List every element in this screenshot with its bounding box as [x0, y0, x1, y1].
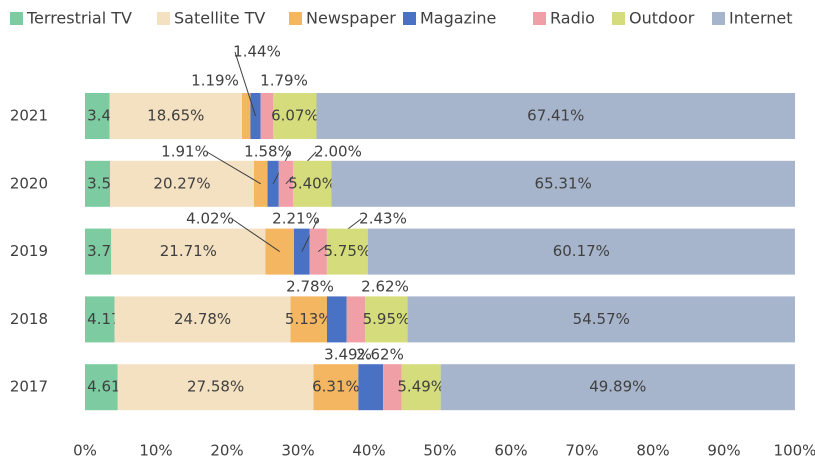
bar-segment	[331, 160, 795, 207]
data-label: 21.71%	[160, 242, 217, 260]
x-tick-label: 100%	[774, 442, 815, 460]
x-tick-label: 10%	[139, 442, 172, 460]
data-label: 2.62%	[361, 278, 409, 296]
y-tick-label: 2019	[10, 242, 48, 260]
data-label: 3.49%	[324, 346, 372, 364]
data-label: 2.62%	[356, 346, 404, 364]
bar-segment	[358, 364, 384, 411]
y-tick-label: 2020	[10, 174, 48, 192]
leader-line	[231, 218, 280, 253]
x-tick-label: 60%	[494, 442, 527, 460]
data-label: 6.07%	[271, 107, 319, 125]
data-label: 20.27%	[153, 174, 210, 192]
bar-segment	[117, 364, 314, 411]
data-label: 5.95%	[363, 310, 411, 328]
x-tick-label: 90%	[707, 442, 740, 460]
bar-segment	[326, 228, 368, 275]
bar-segment	[109, 93, 242, 139]
legend-swatch	[157, 12, 170, 25]
bar-segment	[85, 93, 110, 139]
bar-segment	[85, 364, 118, 411]
data-label: 5.49%	[397, 378, 445, 396]
bar-segment	[326, 296, 347, 343]
bar-segment	[365, 296, 408, 343]
legend-label: Satellite TV	[174, 9, 265, 28]
legend-swatch	[10, 12, 23, 25]
x-tick-label: 20%	[210, 442, 243, 460]
y-tick-label: 2021	[10, 107, 48, 125]
data-label: 27.58%	[187, 378, 244, 396]
bar-segment	[241, 93, 251, 139]
legend-label: Internet	[729, 9, 793, 28]
leader-line	[206, 151, 262, 185]
legend-label: Outdoor	[629, 9, 695, 28]
bar-segment	[114, 296, 291, 343]
data-label: 5.40%	[288, 174, 336, 192]
bar-segment	[85, 228, 112, 275]
data-label: 1.79%	[260, 72, 308, 90]
data-label: 4.02%	[186, 210, 234, 228]
data-label: 2.00%	[314, 143, 362, 161]
bar-segment	[85, 160, 111, 207]
bar-segment	[367, 228, 795, 275]
bar-segment	[313, 364, 359, 411]
data-label: 60.17%	[553, 242, 610, 260]
x-tick-label: 40%	[352, 442, 385, 460]
bar-segment	[290, 296, 327, 343]
bar-segment	[440, 364, 795, 411]
data-label: 1.91%	[161, 143, 209, 161]
data-label: 2.43%	[359, 210, 407, 228]
legend-swatch	[403, 12, 416, 25]
data-label: 65.31%	[535, 174, 592, 192]
x-tick-label: 0%	[73, 442, 97, 460]
bar-segment	[85, 296, 115, 343]
data-label: 2.21%	[272, 210, 320, 228]
bar-segment	[346, 296, 366, 343]
data-label: 5.75%	[323, 242, 371, 260]
legend-label: Terrestrial TV	[26, 9, 132, 28]
data-label: 18.65%	[147, 107, 204, 125]
legend-swatch	[289, 12, 302, 25]
legend-label: Magazine	[420, 9, 496, 28]
legend-swatch	[533, 12, 546, 25]
legend-label: Newspaper	[306, 9, 396, 28]
bar-segment	[383, 364, 402, 411]
bar-segment	[267, 160, 279, 207]
data-label: 67.41%	[527, 107, 584, 125]
x-tick-label: 30%	[281, 442, 314, 460]
data-label: 1.44%	[233, 43, 281, 61]
data-label: 49.89%	[589, 378, 646, 396]
bar-segment	[111, 228, 266, 275]
data-label: 6.31%	[312, 378, 360, 396]
leader-line	[234, 51, 257, 117]
y-tick-label: 2017	[10, 378, 48, 396]
data-label: 2.78%	[286, 278, 334, 296]
data-label: 24.78%	[174, 310, 231, 328]
bar-segment	[260, 93, 274, 139]
data-label: 1.19%	[191, 72, 239, 90]
bar-segment	[407, 296, 795, 343]
x-tick-label: 70%	[565, 442, 598, 460]
data-label: 5.13%	[285, 310, 333, 328]
bar-segment	[273, 93, 317, 139]
x-tick-label: 80%	[636, 442, 669, 460]
legend-swatch	[612, 12, 625, 25]
data-label: 1.58%	[244, 143, 292, 161]
bar-segment	[401, 364, 441, 411]
bar-segment	[292, 160, 332, 207]
legend-label: Radio	[550, 9, 595, 28]
y-tick-label: 2018	[10, 310, 48, 328]
legend-swatch	[712, 12, 725, 25]
bar-segment	[316, 93, 796, 139]
x-tick-label: 50%	[423, 442, 456, 460]
bar-segment	[110, 160, 254, 207]
data-label: 54.57%	[573, 310, 630, 328]
